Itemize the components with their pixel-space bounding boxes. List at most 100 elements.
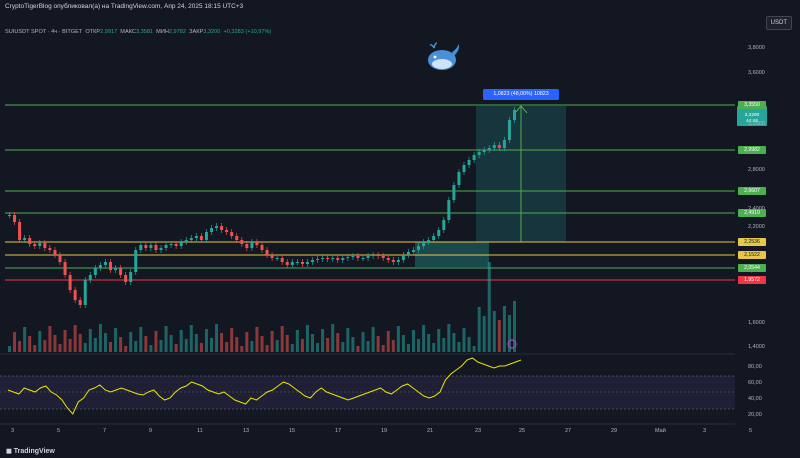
candle (422, 242, 426, 246)
volume-bar (23, 327, 27, 352)
volume-bar (422, 325, 426, 352)
volume-bar (326, 338, 330, 352)
volume-bar (311, 334, 314, 352)
candle (159, 248, 163, 250)
candle (48, 248, 52, 250)
volume-bar (331, 324, 335, 352)
candle (73, 290, 77, 300)
candle (356, 256, 360, 258)
legend-open: 2,9917 (100, 29, 118, 35)
candle (391, 260, 395, 262)
candle (346, 257, 350, 258)
volume-bar (174, 344, 178, 352)
volume-bar (98, 324, 102, 352)
candle (103, 262, 107, 265)
volume-bar (38, 331, 42, 352)
candle (326, 258, 330, 259)
volume-bar (63, 330, 67, 352)
candle (164, 245, 168, 248)
position-label[interactable]: 1,0823 (48,00%) 10823 (483, 89, 559, 100)
volume-bar (507, 315, 511, 352)
candle (457, 172, 461, 185)
volume-bar (33, 345, 37, 352)
candle (78, 300, 82, 305)
price-axis-label: 3,8000 (748, 45, 765, 51)
candle (245, 244, 249, 248)
candle (361, 258, 365, 259)
candle (174, 244, 178, 246)
legend-high-label: МАКС (120, 29, 136, 35)
date-axis-label: 25 (519, 428, 526, 434)
volume-bar (432, 343, 436, 352)
candle (63, 262, 67, 275)
volume-bar (497, 320, 501, 352)
alert-icon[interactable] (507, 339, 517, 349)
legend-pair: SUIUSDT SPOT · 4ч · BITGET (5, 29, 83, 35)
candle (154, 245, 158, 250)
volume-bar (189, 325, 193, 352)
candle (275, 258, 279, 259)
volume-bar (68, 339, 72, 352)
volume-bar (124, 346, 128, 352)
legend-high: 3,3581 (135, 29, 154, 35)
candle (134, 250, 138, 272)
volume-bar (351, 337, 355, 352)
candle (204, 232, 208, 240)
volume-bar (119, 337, 123, 352)
candle (199, 236, 203, 240)
volume-bar (285, 335, 289, 352)
volume-bar (417, 339, 421, 352)
volume-bar (78, 334, 82, 352)
date-axis-label: 23 (475, 428, 482, 434)
candle (502, 140, 506, 148)
volume-bar (235, 337, 239, 352)
price-axis-label: 3,2000 (748, 121, 765, 127)
rsi-axis-label: 80,00 (748, 364, 762, 370)
candle (351, 256, 355, 257)
volume-bar (341, 342, 345, 352)
volume-bar (88, 329, 92, 352)
candle (497, 145, 501, 148)
volume-bar (366, 341, 370, 352)
candle (321, 258, 325, 259)
volume-bar (194, 334, 198, 352)
candle (316, 259, 320, 260)
volume-bar (502, 306, 506, 352)
volume-bar (275, 340, 279, 352)
level-price-tag: 3,3550 (738, 101, 766, 109)
volume-bar (462, 328, 466, 352)
candle (53, 250, 57, 255)
volume-bar (149, 345, 153, 352)
legend-low: 2,9782 (168, 29, 186, 35)
volume-bar (13, 332, 17, 352)
date-axis-label: 13 (243, 428, 250, 434)
symtag-price: 3,3290 (744, 112, 760, 118)
candle (290, 262, 294, 265)
volume-bar (482, 316, 486, 352)
volume-bar (184, 339, 188, 352)
candle (220, 226, 224, 230)
candle (98, 265, 102, 268)
volume-bar (129, 332, 133, 352)
volume-bar (442, 338, 446, 352)
legend-low-label: МИН (156, 29, 169, 35)
candle (432, 236, 436, 240)
currency-button[interactable]: USDT (765, 16, 792, 30)
candle (265, 250, 269, 255)
publish-header: CryptoTigerBlog опубликовал(а) на Tradin… (0, 0, 800, 14)
candle (43, 243, 47, 248)
symtag-countdown: 44:46 (745, 119, 758, 124)
volume-bar (336, 333, 340, 352)
volume-bar (412, 330, 415, 352)
legend-close: 3,3200 (203, 29, 221, 35)
candle (225, 230, 229, 232)
volume-bar (240, 346, 244, 352)
volume-bar (159, 340, 163, 352)
candle (487, 148, 491, 150)
volume-bar (300, 339, 304, 352)
volume-bar (43, 340, 47, 352)
volume-bar (321, 329, 325, 352)
candle (507, 120, 511, 140)
candle (376, 255, 380, 256)
